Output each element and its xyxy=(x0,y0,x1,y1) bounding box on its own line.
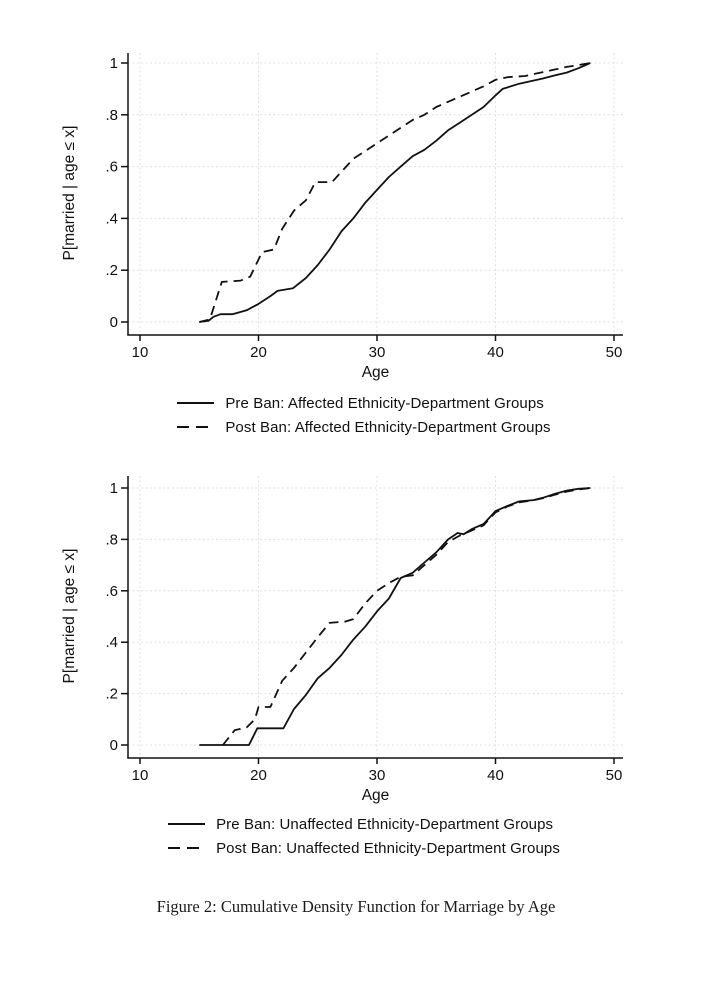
dashed-line-marker xyxy=(177,426,209,428)
x-tick-label: 30 xyxy=(369,767,386,784)
y-tick-label: .4 xyxy=(105,210,118,227)
y-tick-label: 1 xyxy=(110,55,118,72)
legend-marker-cell xyxy=(168,823,208,825)
x-axis-title: Age xyxy=(362,787,390,804)
dashed-line-marker xyxy=(168,847,200,849)
legend-marker-cell xyxy=(177,426,217,428)
y-tick-label: 0 xyxy=(110,314,118,331)
legend-bottom: Pre Ban: Unaffected Ethnicity-Department… xyxy=(16,812,712,860)
solid-line-marker xyxy=(177,402,215,404)
y-tick-label: .2 xyxy=(105,262,118,279)
x-tick-label: 10 xyxy=(132,767,149,784)
x-tick-label: 40 xyxy=(487,767,504,784)
x-tick-label: 20 xyxy=(250,767,267,784)
x-tick-label: 50 xyxy=(606,767,623,784)
series-line-solid xyxy=(199,487,591,746)
solid-line-marker xyxy=(168,823,206,825)
legend-label: Post Ban: Affected Ethnicity-Department … xyxy=(225,418,551,436)
y-tick-label: 1 xyxy=(110,480,118,497)
x-axis-title: Age xyxy=(362,364,390,381)
x-tick-label: 20 xyxy=(250,344,267,361)
y-tick-label: .8 xyxy=(105,107,118,124)
legend-row: Post Ban: Affected Ethnicity-Department … xyxy=(177,415,551,439)
legend-top: Pre Ban: Affected Ethnicity-Department G… xyxy=(16,391,712,439)
series-line-dashed xyxy=(222,487,591,746)
legend-row: Pre Ban: Unaffected Ethnicity-Department… xyxy=(168,812,560,836)
legend-marker-cell xyxy=(177,402,217,404)
x-tick-label: 40 xyxy=(487,344,504,361)
legend-row: Post Ban: Unaffected Ethnicity-Departmen… xyxy=(168,836,560,860)
chart-1: 10 20 30 40 50 0 .2 .4 .6 .8 1 Age P[married | age ≤… xyxy=(61,53,623,381)
legend-box: Pre Ban: Unaffected Ethnicity-Department… xyxy=(168,812,560,860)
y-tick-label: .8 xyxy=(105,531,118,548)
y-tick-label: 0 xyxy=(110,737,118,754)
legend-label: Pre Ban: Unaffected Ethnicity-Department… xyxy=(216,815,554,833)
legend-marker-cell xyxy=(168,847,208,849)
series-line-solid xyxy=(199,62,591,323)
y-axis-title: P[married | age ≤ x] xyxy=(61,549,78,684)
y-axis-title: P[married | age ≤ x] xyxy=(61,126,78,261)
series-line-dashed xyxy=(199,62,591,323)
y-tick-label: .4 xyxy=(105,634,118,651)
y-tick-label: .6 xyxy=(105,159,118,176)
x-tick-label: 50 xyxy=(606,344,623,361)
x-tick-label: 30 xyxy=(369,344,386,361)
y-tick-label: .6 xyxy=(105,583,118,600)
legend-row: Pre Ban: Affected Ethnicity-Department G… xyxy=(177,391,550,415)
legend-label: Pre Ban: Affected Ethnicity-Department G… xyxy=(225,394,544,412)
chart-2: 10 20 30 40 50 0 .2 .4 .6 .8 1 Age P[married | age ≤… xyxy=(61,476,623,804)
y-tick-label: .2 xyxy=(105,686,118,703)
figure-caption: Figure 2: Cumulative Density Function fo… xyxy=(156,897,556,916)
x-tick-label: 10 xyxy=(132,344,149,361)
legend-label: Post Ban: Unaffected Ethnicity-Departmen… xyxy=(216,839,560,857)
legend-box: Pre Ban: Affected Ethnicity-Department G… xyxy=(177,391,551,439)
